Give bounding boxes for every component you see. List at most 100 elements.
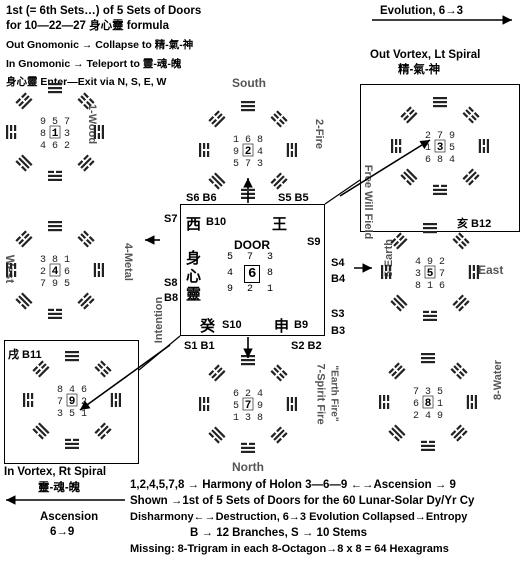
octagon-bottomleft-cell: 6 bbox=[81, 385, 87, 396]
octagon-wood-cell: 8 bbox=[40, 129, 46, 140]
door-char-gui: 癸 bbox=[200, 318, 216, 335]
trigram-icon bbox=[433, 97, 447, 108]
door-cell: 7 bbox=[247, 252, 254, 263]
trigram-icon bbox=[199, 143, 210, 157]
trigram-icon bbox=[462, 168, 480, 186]
octagon-wood-center-box bbox=[49, 125, 61, 139]
octagon-topright-cell: 7 bbox=[437, 131, 443, 142]
label-s3: S3 bbox=[331, 308, 345, 320]
octagon-water-cell: 5 bbox=[437, 387, 443, 398]
octagon-wood-cell: 6 bbox=[52, 141, 58, 152]
octagon-fire-cell: 5 bbox=[233, 159, 239, 170]
trigram-icon bbox=[208, 426, 226, 444]
trigram-icon bbox=[241, 442, 255, 453]
trigram-icon bbox=[48, 170, 62, 181]
trigram-icon bbox=[94, 360, 112, 378]
branch-b11: 戌 B11 bbox=[8, 349, 42, 361]
header-line-4: In Gnomonic → Teleport to 靈-魂-魄 bbox=[6, 58, 182, 70]
label-s4: S4 bbox=[331, 257, 345, 269]
trigram-icon bbox=[462, 106, 480, 124]
door-box bbox=[180, 204, 325, 336]
octagon-fire-cell: 6 bbox=[245, 135, 251, 146]
octagon-spirit-fire-cell: 4 bbox=[257, 389, 263, 400]
trigram-icon bbox=[65, 351, 79, 362]
octagon-fire-cell: 4 bbox=[257, 147, 263, 158]
octagon-wood-cell: 5 bbox=[52, 117, 58, 128]
octagon-metal-cell: 3 bbox=[40, 255, 46, 266]
direction-north: North bbox=[232, 460, 264, 474]
footer-line-3: Disharmony←→Destruction, 6→3 Evolution C… bbox=[130, 511, 468, 523]
octagon-metal-cell: 7 bbox=[40, 279, 46, 290]
octagon-wood-cell: 2 bbox=[64, 141, 70, 152]
trigram-icon bbox=[6, 263, 17, 277]
in-vortex-label: In Vortex, Rt Spiral bbox=[4, 466, 107, 478]
octagon-spirit-fire-cell: 5 bbox=[233, 401, 239, 412]
trigram-icon bbox=[391, 139, 402, 153]
octagon-earth-cell: 7 bbox=[439, 269, 445, 280]
door-char-ling: 靈 bbox=[186, 286, 202, 303]
octagon-topright-cell: 9 bbox=[449, 131, 455, 142]
header-line-5: 身心靈 Enter—Exit via N, S, E, W bbox=[6, 76, 167, 88]
octagon-metal-cell: 5 bbox=[64, 279, 70, 290]
trigram-icon bbox=[77, 154, 95, 172]
ascension-ratio: 6→9 bbox=[50, 526, 75, 538]
direction-south: South bbox=[232, 76, 266, 90]
trigram-icon bbox=[77, 230, 95, 248]
trigram-icon bbox=[270, 172, 288, 190]
footer-line-5: Missing: 8-Trigram in each 8-Octagon→8 x… bbox=[130, 543, 449, 555]
trigram-icon bbox=[48, 221, 62, 232]
label-b8: B8 bbox=[164, 292, 179, 304]
in-vortex-arrow bbox=[79, 344, 171, 411]
trigram-icon bbox=[450, 424, 468, 442]
footer-line-1: 1,2,4,5,7,8 → Harmony of Holon 3—6—9 ←→A… bbox=[130, 479, 456, 491]
octagon-metal-cell: 1 bbox=[64, 255, 70, 266]
door-cell: 4 bbox=[227, 268, 234, 279]
octagon-wood-cell: 9 bbox=[40, 117, 46, 128]
door-s10: S10 bbox=[222, 319, 242, 331]
trigram-icon bbox=[270, 426, 288, 444]
trigram-icon bbox=[208, 364, 226, 382]
octagon-earth-cell: 6 bbox=[439, 281, 445, 292]
octagon-earth-cell: 3 bbox=[415, 269, 421, 280]
trigram-icon bbox=[110, 393, 121, 407]
label-s2-b2: S2 B2 bbox=[291, 340, 322, 352]
octagon-bottomleft-cell: 4 bbox=[69, 385, 75, 396]
octagon-fire-center-box bbox=[242, 143, 254, 157]
door-char-wang: 王 bbox=[272, 216, 288, 233]
octagon-metal-center-box bbox=[49, 263, 61, 277]
door-grid: 5 7 3 4 6 8 9 2 1 bbox=[225, 252, 285, 306]
trigram-icon bbox=[15, 92, 33, 110]
octagon-fire-cell: 9 bbox=[233, 147, 239, 158]
octagon-spirit-fire-cell: 2 bbox=[245, 389, 251, 400]
label-s1-b1: S1 B1 bbox=[184, 340, 215, 352]
octagon-topright-center-box bbox=[434, 139, 446, 153]
direction-east: East bbox=[478, 263, 504, 277]
door-char-xin: 心 bbox=[186, 268, 202, 285]
octagon-topright-cell: 8 bbox=[437, 155, 443, 166]
octagon-water-cell: 1 bbox=[437, 399, 443, 410]
evolution-label: Evolution, 6→3 bbox=[380, 5, 464, 17]
trigram-icon bbox=[478, 139, 489, 153]
label-s5-b5: S5 B5 bbox=[278, 192, 309, 204]
door-title: DOOR bbox=[234, 238, 270, 252]
door-char-shen: 身 bbox=[186, 250, 202, 267]
octagon-fire-cell: 1 bbox=[233, 135, 239, 146]
door-char-west: 西 bbox=[186, 216, 202, 233]
trigram-icon bbox=[390, 232, 408, 250]
trigram-icon bbox=[388, 362, 406, 380]
octagon-wood-cell: 4 bbox=[40, 141, 46, 152]
trigram-icon bbox=[77, 92, 95, 110]
label-s6-b6: S6 B6 bbox=[186, 192, 217, 204]
octagon-fire-cell: 8 bbox=[257, 135, 263, 146]
in-vortex-chars: 靈-魂-魄 bbox=[38, 482, 81, 494]
connector-top-right bbox=[324, 179, 361, 205]
octagon-spirit-fire-cell: 9 bbox=[257, 401, 263, 412]
octagon-spirit-fire-cell: 7 bbox=[245, 400, 252, 412]
octagon-topright-cell: 4 bbox=[449, 155, 455, 166]
octagon-metal-cell: 2 bbox=[40, 267, 46, 278]
trigram-icon bbox=[208, 172, 226, 190]
trigram-icon bbox=[208, 110, 226, 128]
door-cell-center: 6 bbox=[244, 265, 261, 283]
octagon-wood-cell: 1 bbox=[52, 128, 59, 140]
